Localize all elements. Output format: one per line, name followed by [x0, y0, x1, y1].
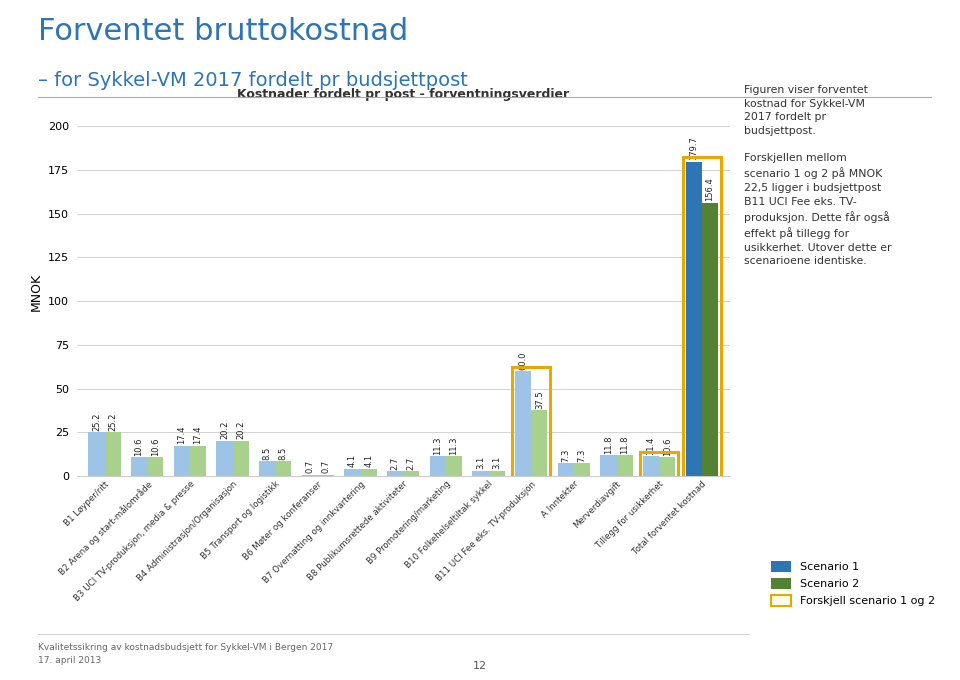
Text: B2 Arena og start-målområde: B2 Arena og start-målområde	[57, 479, 155, 577]
Text: Tillegg for usikkerhet: Tillegg for usikkerhet	[595, 479, 665, 550]
Bar	[88, 432, 105, 476]
Bar	[445, 456, 462, 476]
Bar	[174, 445, 190, 476]
Text: Merverdiavgift: Merverdiavgift	[572, 479, 623, 530]
Bar	[216, 441, 232, 476]
Text: B4 Administrasjon/Organisasjon: B4 Administrasjon/Organisasjon	[135, 479, 239, 583]
Bar	[387, 471, 403, 476]
Text: A Inntekter: A Inntekter	[540, 479, 580, 520]
Text: 179.7: 179.7	[689, 137, 698, 160]
Text: 11.8: 11.8	[620, 435, 629, 454]
Legend: Scenario 1, Scenario 2, Forskjell scenario 1 og 2: Scenario 1, Scenario 2, Forskjell scenar…	[771, 561, 935, 607]
Bar	[131, 458, 147, 476]
Text: B10 Folkehelseltiltak sykkel: B10 Folkehelseltiltak sykkel	[404, 479, 495, 570]
Bar	[702, 203, 718, 476]
Text: Figuren viser forventet
kostnad for Sykkel-VM
2017 fordelt pr
budsjettpost.

For: Figuren viser forventet kostnad for Sykk…	[744, 85, 892, 267]
Text: Forventet bruttokostnad: Forventet bruttokostnad	[38, 17, 409, 46]
Text: 7.3: 7.3	[562, 449, 570, 462]
Text: B11 UCI Fee eks. TV-produksjon: B11 UCI Fee eks. TV-produksjon	[434, 479, 538, 583]
Text: 0.7: 0.7	[305, 460, 314, 473]
Text: 4.1: 4.1	[348, 454, 357, 467]
Bar	[345, 469, 361, 476]
Text: 60.0: 60.0	[518, 351, 528, 370]
Y-axis label: MNOK: MNOK	[30, 273, 42, 311]
Text: 3.1: 3.1	[476, 456, 485, 469]
Bar	[301, 475, 318, 476]
Text: 17.4: 17.4	[178, 426, 186, 444]
Text: 3.1: 3.1	[492, 456, 501, 469]
Text: 25.2: 25.2	[92, 412, 101, 430]
Text: Total forventet kostnad: Total forventet kostnad	[632, 479, 708, 556]
Text: 10.6: 10.6	[151, 437, 159, 456]
Text: 25.2: 25.2	[108, 412, 117, 430]
Bar	[600, 456, 616, 476]
Bar	[259, 461, 276, 476]
Bar	[660, 458, 676, 476]
Bar	[472, 471, 489, 476]
Text: B3 UCI TV-produksjon, media & presse: B3 UCI TV-produksjon, media & presse	[72, 479, 196, 603]
Bar	[361, 469, 376, 476]
Bar	[684, 157, 721, 477]
Text: 20.2: 20.2	[220, 421, 228, 439]
Text: 17. april 2013: 17. april 2013	[38, 656, 102, 665]
Text: B6 Møter og konferanser: B6 Møter og konferanser	[242, 479, 324, 562]
Text: B7 Overnatting og innkvartering: B7 Overnatting og innkvartering	[262, 479, 367, 585]
Bar	[531, 411, 547, 476]
Text: 4.1: 4.1	[364, 454, 373, 467]
Text: 2.7: 2.7	[407, 457, 416, 470]
Title: Kostnader fordelt pr post - forventningsverdier: Kostnader fordelt pr post - forventnings…	[237, 88, 569, 101]
Text: B1 Løyper/ritt: B1 Løyper/ritt	[62, 479, 111, 528]
Text: B8 Publikumsrettede aktiviteter: B8 Publikumsrettede aktiviteter	[306, 479, 410, 583]
Text: 156.4: 156.4	[706, 177, 714, 201]
Bar	[276, 461, 292, 476]
Bar	[515, 371, 531, 476]
Text: 10.6: 10.6	[134, 437, 144, 456]
Text: 11.3: 11.3	[449, 437, 459, 455]
Text: B9 Promotering/marketing: B9 Promotering/marketing	[366, 479, 452, 566]
Bar	[489, 471, 505, 476]
Text: 11.3: 11.3	[433, 437, 443, 455]
Text: 8.5: 8.5	[263, 447, 272, 460]
Text: 8.5: 8.5	[278, 447, 288, 460]
Bar	[640, 452, 678, 477]
Text: 11.8: 11.8	[604, 435, 612, 454]
Text: 11.4: 11.4	[647, 437, 656, 455]
Text: – for Sykkel-VM 2017 fordelt pr budsjettpost: – for Sykkel-VM 2017 fordelt pr budsjett…	[38, 71, 468, 90]
Bar	[616, 456, 633, 476]
Bar	[685, 162, 702, 476]
Text: 20.2: 20.2	[236, 421, 245, 439]
Text: 17.4: 17.4	[194, 426, 203, 444]
Bar	[190, 445, 206, 476]
Text: 7.3: 7.3	[578, 449, 587, 462]
Text: 37.5: 37.5	[535, 390, 543, 409]
Bar	[105, 432, 121, 476]
Text: Kvalitetssikring av kostnadsbudsjett for Sykkel-VM i Bergen 2017: Kvalitetssikring av kostnadsbudsjett for…	[38, 643, 333, 651]
Text: B5 Transport og logistikk: B5 Transport og logistikk	[200, 479, 281, 561]
Bar	[558, 463, 574, 476]
Bar	[430, 456, 445, 476]
Text: 0.7: 0.7	[322, 460, 330, 473]
Bar	[232, 441, 249, 476]
Bar	[574, 463, 590, 476]
Bar	[513, 367, 550, 477]
Bar	[318, 475, 334, 476]
Bar	[643, 456, 660, 476]
Text: 12: 12	[473, 661, 487, 671]
Bar	[147, 458, 163, 476]
Bar	[403, 471, 420, 476]
Text: 2.7: 2.7	[391, 457, 399, 470]
Text: 10.6: 10.6	[662, 437, 672, 456]
